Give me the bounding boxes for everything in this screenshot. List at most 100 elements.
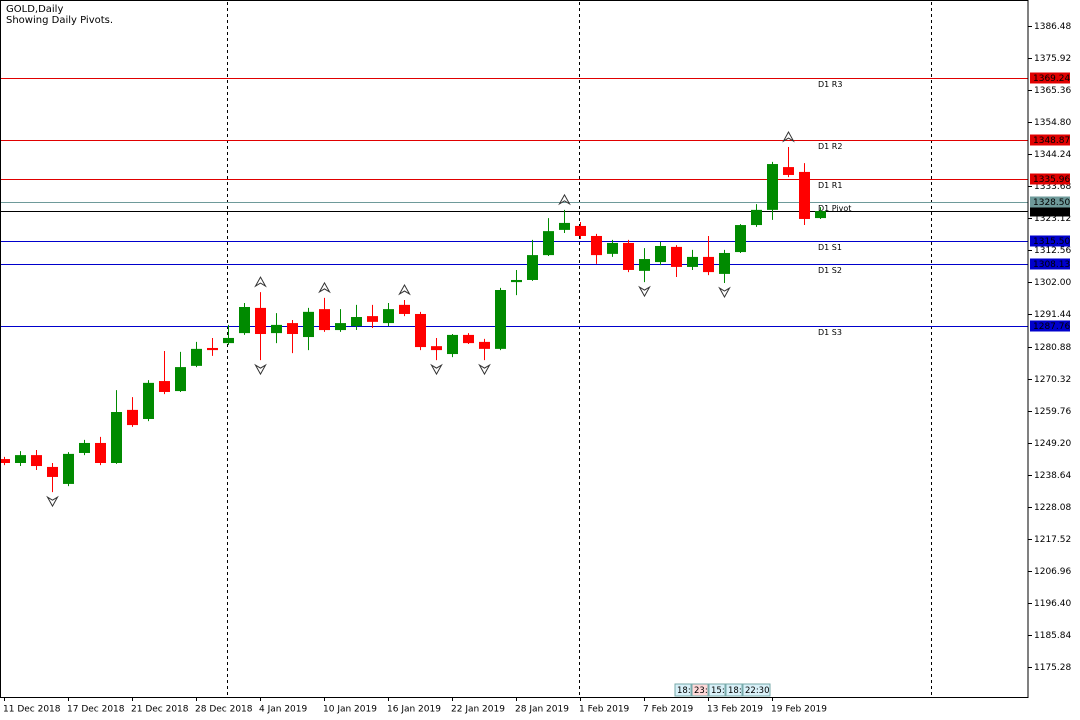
pivot-label: D1 S3: [818, 328, 842, 337]
candle-body: [719, 252, 730, 274]
fractal-up: [398, 283, 411, 296]
y-tick-label: 1228.08: [1034, 503, 1071, 513]
y-tick-label: 1375.92: [1034, 54, 1071, 64]
candle-body: [127, 409, 138, 426]
candle-body: [623, 242, 634, 270]
candle-body: [79, 442, 90, 453]
candle-body: [575, 225, 586, 236]
candle-body: [319, 309, 330, 331]
price-label: 1369.24: [1033, 74, 1070, 84]
candle-body: [303, 311, 314, 338]
candle-body: [511, 279, 522, 283]
pivot-label: D1 S2: [818, 266, 842, 275]
candle-body: [799, 171, 810, 219]
y-tick-label: 1206.96: [1034, 567, 1071, 577]
clock-text: 23:: [694, 686, 708, 696]
fractal-up: [318, 281, 331, 294]
candle-body: [751, 209, 762, 226]
price-label-box: [1030, 134, 1070, 146]
pivot-label: D1 R2: [818, 142, 842, 151]
y-tick-label: 1291.44: [1034, 310, 1071, 320]
price-label: 1308.13: [1033, 260, 1070, 270]
x-tick-label: 28 Dec 2018: [195, 705, 253, 715]
y-tick-label: 1196.40: [1034, 599, 1071, 609]
fractal-down: [638, 285, 651, 298]
candle-body: [239, 306, 250, 334]
candle-body: [431, 346, 442, 351]
candle-body: [383, 309, 394, 324]
candle-body: [143, 382, 154, 419]
candle-body: [111, 412, 122, 463]
clock-box: [725, 683, 743, 697]
price-label-box: [1030, 258, 1070, 270]
clock-text: 18:: [677, 686, 691, 696]
chart-title: GOLD,Daily: [6, 4, 63, 15]
clock-box: [674, 683, 692, 697]
chart-subtitle: Showing Daily Pivots.: [6, 15, 113, 26]
candle-body: [255, 307, 266, 335]
price-label: 1287.76: [1033, 322, 1070, 332]
y-tick-label: 1217.52: [1034, 535, 1071, 545]
price-label: 1325.53: [1033, 207, 1070, 217]
candle-body: [815, 211, 826, 219]
fractal-down: [718, 286, 731, 299]
candle-body: [783, 167, 794, 175]
candle-body: [351, 317, 362, 327]
clock-box: [708, 683, 726, 697]
x-tick-label: 11 Dec 2018: [3, 705, 61, 715]
candle-body: [63, 453, 74, 484]
candle-body: [655, 245, 666, 263]
y-tick-label: 1238.64: [1034, 471, 1071, 481]
clock-text: 15:: [711, 686, 725, 696]
candle-body: [559, 222, 570, 230]
fractal-up: [254, 276, 267, 288]
candle-body: [31, 455, 42, 467]
y-tick-label: 1323.12: [1034, 214, 1071, 224]
price-label-box: [1030, 205, 1070, 217]
clock-box: [691, 683, 709, 697]
fractal-up: [782, 131, 795, 143]
candle-body: [223, 337, 234, 344]
pivot-label: D1 R3: [818, 80, 842, 89]
candle-body: [15, 455, 26, 463]
plot-area: D1 R3 D1 R2 D1 R1 D1 Pivot D1 S1 D1 S2 D1 S3: [0, 78, 1028, 508]
pivot-label: D1 S1: [818, 243, 842, 252]
x-tick-label: 17 Dec 2018: [67, 705, 125, 715]
candle-body: [415, 313, 426, 348]
candle-body: [159, 381, 170, 392]
pivot-label: D1 Pivot: [818, 204, 851, 213]
y-tick-label: 1302.00: [1034, 278, 1071, 288]
y-tick-label: 1259.76: [1034, 407, 1071, 417]
candle-body: [191, 348, 202, 366]
candle-body: [687, 256, 698, 267]
price-label: 1335.96: [1033, 175, 1070, 185]
price-label-box: [1030, 235, 1070, 247]
x-tick-label: 19 Feb 2019: [771, 705, 827, 715]
clock-text: 22:30: [745, 686, 770, 696]
candle-body: [207, 347, 218, 351]
fractal-up: [558, 193, 571, 206]
fractal-down: [430, 363, 443, 376]
price-label-box: [1030, 196, 1070, 208]
x-tick-label: 22 Jan 2019: [451, 705, 505, 715]
clock-box: [742, 683, 771, 697]
fractal-down: [254, 363, 267, 376]
candle-body: [175, 367, 186, 392]
price-label-box: [1030, 173, 1070, 185]
candle-body: [399, 304, 410, 314]
plot-border: [0, 0, 1029, 698]
price-label-box: [1030, 320, 1070, 332]
candle-body: [367, 316, 378, 322]
price-label: 1328.50: [1033, 198, 1070, 208]
y-tick-label: 1312.56: [1034, 246, 1071, 256]
candle-body: [335, 323, 346, 331]
candle-body: [495, 289, 506, 349]
candle-body: [591, 235, 602, 256]
candle-body: [735, 225, 746, 253]
candle-body: [47, 466, 58, 477]
price-label: 1348.87: [1033, 136, 1070, 146]
fractal-down: [478, 363, 491, 376]
price-label: 1315.50: [1033, 237, 1070, 247]
y-tick-label: 1175.28: [1034, 663, 1071, 673]
